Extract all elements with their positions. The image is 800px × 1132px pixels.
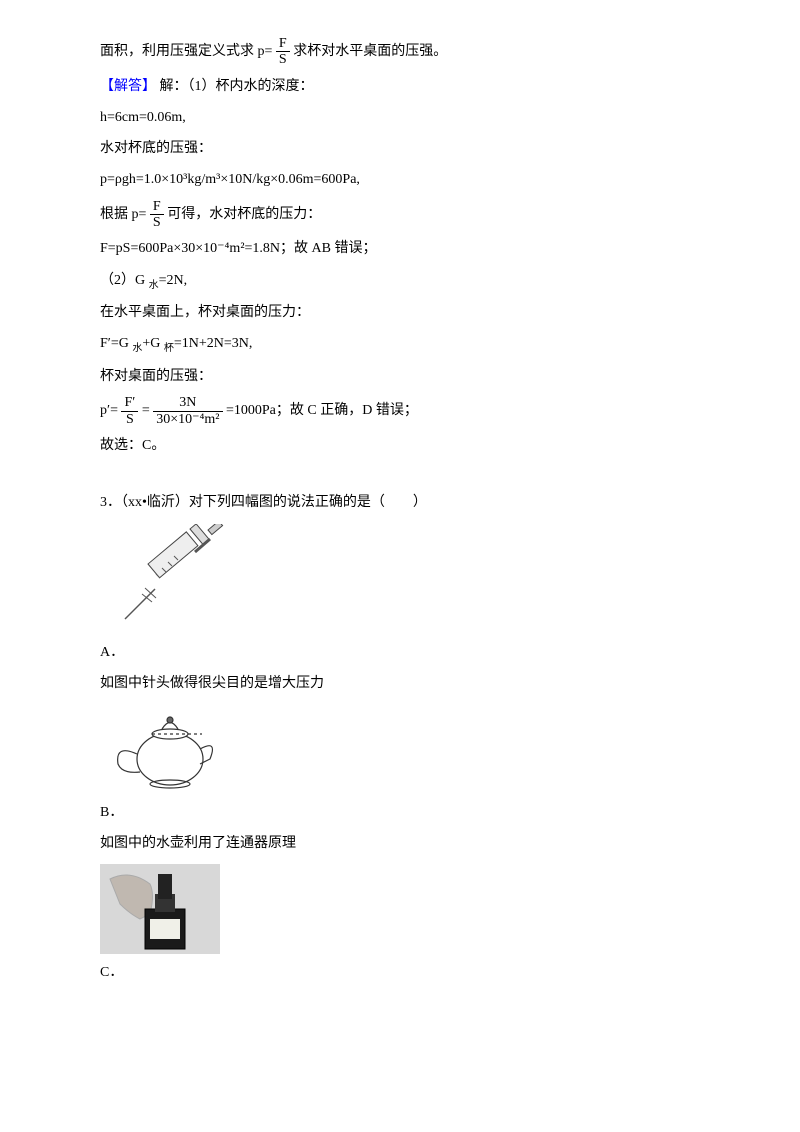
option-B-text: 如图中的水壶利用了连通器原理 (100, 831, 700, 856)
fraction-F-over-S-1: F S (276, 36, 290, 68)
fraction-Fprime-over-S: F′ S (121, 395, 138, 427)
option-B-label: B． (100, 800, 700, 825)
pprime-line: p′= F′ S = 3N 30×10⁻⁴m² =1000Pa；故 C 正确，D… (100, 395, 700, 427)
intro-pre: 面积，利用压强定义式求 p= (100, 44, 272, 59)
syringe-image (100, 524, 700, 634)
h-value: h=6cm=0.06m, (100, 105, 700, 130)
q3-stem: 3．（xx•临沂）对下列四幅图的说法正确的是（ ） (100, 490, 700, 515)
cup-pressure-label: 杯对桌面的压强： (100, 364, 700, 389)
pressure-bottom-calc: p=ρgh=1.0×10³kg/m³×10N/kg×0.06m=600Pa, (100, 167, 700, 192)
frac2-post: 可得，水对杯底的压力： (167, 207, 321, 222)
option-C-label: C． (100, 960, 700, 985)
fraction-F-over-S-2: F S (150, 199, 164, 231)
option-A-text: 如图中针头做得很尖目的是增大压力 (100, 671, 700, 696)
intro-post: 求杯对水平桌面的压强。 (293, 44, 447, 59)
fraction-line-2: 根据 p= F S 可得，水对杯底的压力： (100, 199, 700, 231)
force-calc: F=pS=600Pa×30×10⁻⁴m²=1.8N；故 AB 错误； (100, 236, 700, 261)
on-table: 在水平桌面上，杯对桌面的压力： (100, 300, 700, 325)
fraction-3N-over-area: 3N 30×10⁻⁴m² (153, 395, 222, 427)
answer-label: 【解答】 (100, 79, 156, 94)
part2-line: （2）G 水=2N, (100, 268, 700, 295)
answer-line-1: 【解答】 解：（1）杯内水的深度： (100, 74, 700, 99)
pressure-bottom-label: 水对杯底的压强： (100, 136, 700, 161)
frac2-pre: 根据 p= (100, 207, 146, 222)
ink-image (100, 864, 700, 954)
teapot-image (100, 704, 700, 794)
intro-line: 面积，利用压强定义式求 p= F S 求杯对水平桌面的压强。 (100, 36, 700, 68)
solution-intro: 解：（1）杯内水的深度： (160, 79, 314, 94)
fprime-line: F′=G 水+G 杯=1N+2N=3N, (100, 331, 700, 358)
option-A-label: A． (100, 640, 700, 665)
conclusion: 故选：C。 (100, 433, 700, 458)
